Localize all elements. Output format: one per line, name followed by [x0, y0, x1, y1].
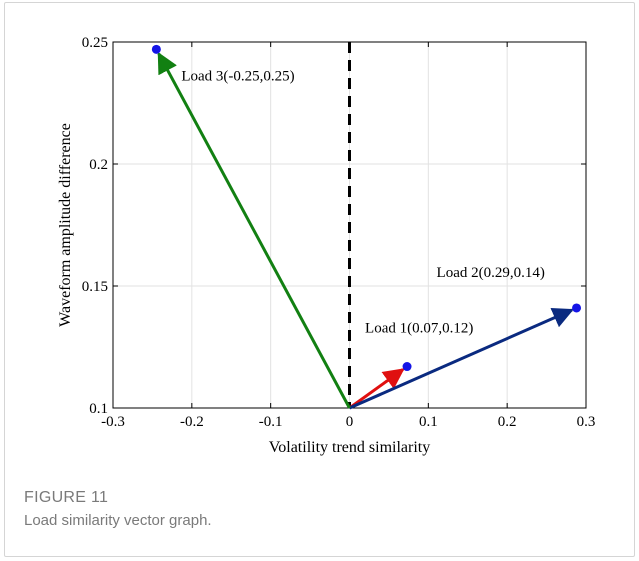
x-tick-label: -0.2 — [180, 414, 204, 430]
x-axis-label: Volatility trend similarity — [269, 439, 430, 456]
vector-endpoint-load-1 — [402, 362, 412, 372]
y-tick-label: 0.2 — [89, 157, 108, 173]
x-tick-label: -0.1 — [259, 414, 283, 430]
x-tick-label: 0.3 — [577, 414, 596, 430]
figure-label: FIGURE 11 — [24, 489, 109, 506]
vector-label-load-1: Load 1(0.07,0.12) — [365, 321, 473, 337]
y-tick-label: 0.15 — [82, 279, 108, 295]
figure-card — [4, 2, 635, 557]
y-axis-label: Waveform amplitude difference — [57, 123, 74, 327]
vector-arrow-load-1 — [348, 368, 405, 410]
vector-endpoint-load-2 — [572, 303, 582, 313]
vectors: Load 1(0.07,0.12) Load 2(0.29,0.14) Load 3… — [151, 44, 582, 410]
vector-label-load-3: Load 3(-0.25,0.25) — [181, 68, 294, 84]
x-tick-label: 0.1 — [419, 414, 438, 430]
x-tick-label: -0.3 — [101, 414, 125, 430]
x-tick-label: 0.2 — [498, 414, 517, 430]
y-tick-label: 0.1 — [89, 401, 108, 417]
vector-endpoint-load-3 — [151, 44, 161, 54]
vector-label-load-2: Load 2(0.29,0.14) — [437, 265, 545, 281]
y-tick-label: 0.25 — [82, 35, 108, 51]
vector-chart: -0.3 -0.2 -0.1 0 0.1 0.2 0.3 0.1 0.15 0.2 0.25 Loa… — [57, 35, 596, 456]
axis-ticks: -0.3 -0.2 -0.1 0 0.1 0.2 0.3 0.1 0.15 0.2 0.25 — [82, 35, 596, 430]
vector-arrow-load-3 — [157, 51, 351, 409]
x-tick-label: 0 — [346, 414, 354, 430]
figure-caption: Load similarity vector graph. — [24, 512, 212, 529]
vector-arrow-load-2 — [348, 307, 574, 410]
